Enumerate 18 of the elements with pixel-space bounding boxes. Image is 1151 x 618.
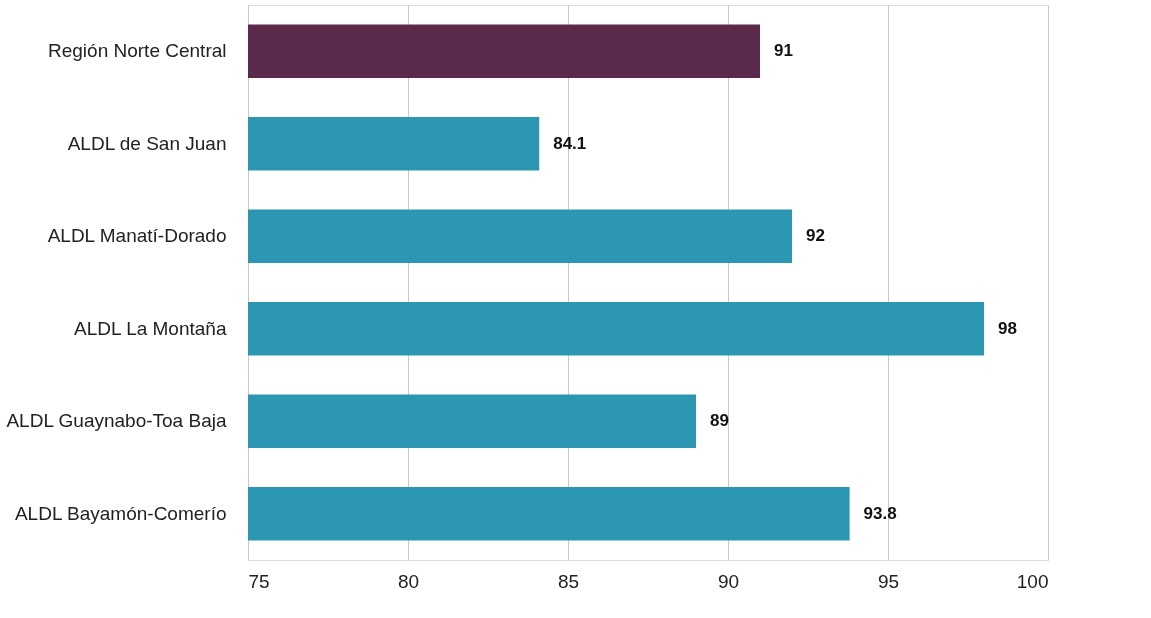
- x-tick-label: 90: [717, 570, 740, 592]
- data-label: 91: [774, 41, 793, 61]
- data-label: 98: [998, 318, 1017, 338]
- x-tick-label: 95: [877, 570, 900, 592]
- y-tick-label: ALDL Manatí-Dorado: [47, 225, 227, 247]
- y-tick-label: ALDL La Montaña: [74, 317, 227, 339]
- data-label: 89: [710, 411, 729, 431]
- y-tick-label: ALDL Bayamón-Comerío: [14, 502, 227, 524]
- y-tick-label: Región Norte Central: [48, 40, 227, 62]
- x-tick-label: 100: [1016, 570, 1049, 592]
- data-label: 92: [806, 226, 825, 246]
- x-tick-label: 75: [248, 570, 270, 592]
- y-tick-label: ALDL Guaynabo-Toa Baja: [6, 410, 227, 432]
- y-tick-label: ALDL de San Juan: [67, 132, 227, 154]
- data-label: 93.8: [863, 503, 897, 523]
- data-label: 84.1: [553, 133, 587, 153]
- x-tick-label: 85: [557, 570, 580, 592]
- x-tick-label: 80: [397, 570, 420, 592]
